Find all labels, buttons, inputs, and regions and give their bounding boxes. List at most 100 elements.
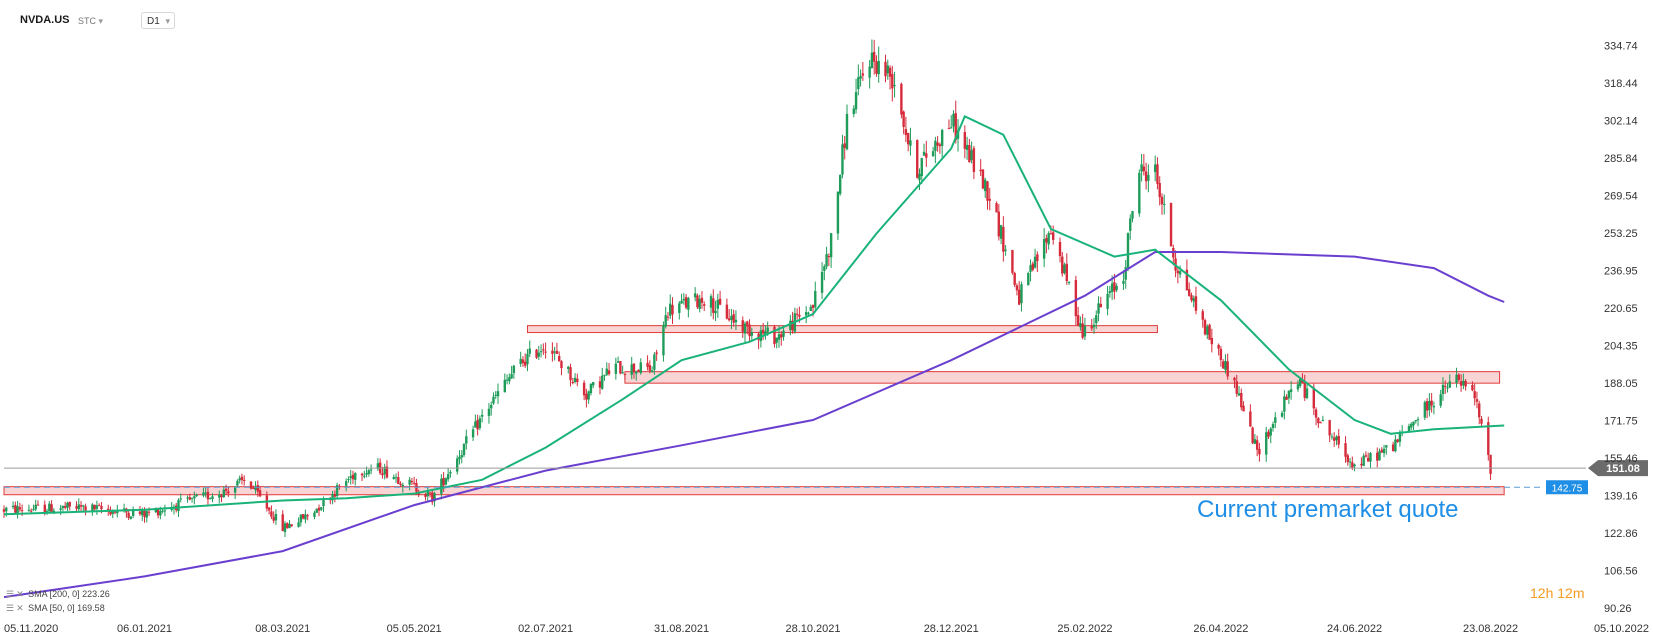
candle-body xyxy=(589,383,593,394)
candle-body xyxy=(209,498,212,500)
candle-body xyxy=(1169,202,1173,247)
candle-body xyxy=(1052,232,1055,240)
candle-body xyxy=(544,351,547,353)
candle-body xyxy=(875,61,878,74)
settings-icon[interactable]: ☰ xyxy=(6,603,15,613)
candle-body xyxy=(687,298,690,310)
candle-body xyxy=(648,365,652,371)
candle-body xyxy=(886,65,889,74)
candle-body xyxy=(1353,464,1356,467)
candle-body xyxy=(1364,455,1368,457)
candle-body xyxy=(777,334,781,340)
candle-body xyxy=(741,320,744,332)
y-tick-label: 236.95 xyxy=(1604,266,1638,278)
support-resistance-zone[interactable] xyxy=(3,486,1505,496)
candle-body xyxy=(77,504,80,510)
candle-body xyxy=(1156,164,1159,184)
candle-body xyxy=(621,372,624,374)
candle-body xyxy=(1462,380,1465,386)
candle-body xyxy=(838,175,842,194)
candle-body xyxy=(206,491,210,500)
quote-type-label[interactable]: STC ▾ xyxy=(78,16,103,27)
candle-body xyxy=(59,508,62,510)
candle-body xyxy=(1076,315,1080,326)
settings-icon[interactable]: ☰ xyxy=(6,589,15,599)
candle-body xyxy=(986,181,989,201)
candle-body xyxy=(1459,381,1463,386)
timeframe-select[interactable]: D1 ▾ xyxy=(141,12,175,29)
candle-body xyxy=(66,502,69,508)
indicator-legend-sma200[interactable]: ☰ ✕ SMA [200, 0] 223.26 xyxy=(6,589,110,600)
candle-body xyxy=(814,291,817,308)
candle-body xyxy=(773,326,776,345)
candle-body xyxy=(1394,439,1397,452)
candle-body xyxy=(1081,323,1084,338)
candle-body xyxy=(1126,233,1130,268)
candle-body xyxy=(950,127,953,129)
candle-body xyxy=(963,132,967,149)
candle-body xyxy=(335,485,339,496)
candle-body xyxy=(820,271,824,293)
candle-body xyxy=(669,303,672,316)
candle-body xyxy=(1124,267,1127,280)
candle-body xyxy=(1063,264,1066,274)
candle-body xyxy=(585,393,588,400)
candle-body xyxy=(143,510,146,517)
candle-body xyxy=(614,363,618,374)
candle-body xyxy=(1478,403,1481,418)
candle-body xyxy=(827,256,831,258)
candle-body xyxy=(458,456,461,460)
candle-body xyxy=(1144,171,1148,182)
symbol-label[interactable]: NVDA.US xyxy=(20,14,70,26)
candle-body xyxy=(161,510,164,512)
candle-body xyxy=(947,128,951,130)
candle-body xyxy=(313,512,316,517)
candle-body xyxy=(1441,384,1445,394)
candle-body xyxy=(662,325,665,356)
candle-body xyxy=(1131,211,1134,219)
candle-body xyxy=(159,511,162,516)
candle-body xyxy=(306,515,309,517)
candle-body xyxy=(29,510,33,512)
candle-body xyxy=(696,295,699,308)
indicator-legend-sma50[interactable]: ☰ ✕ SMA [50, 0] 169.58 xyxy=(6,603,105,614)
candle-body xyxy=(868,66,871,78)
support-resistance-zone[interactable] xyxy=(624,371,1501,384)
candle-body xyxy=(872,51,876,62)
candle-body xyxy=(1033,256,1037,268)
x-tick-label: 24.06.2022 xyxy=(1327,623,1382,635)
candle-body xyxy=(256,485,260,492)
candle-body xyxy=(680,300,683,304)
candle-body xyxy=(852,108,855,115)
candle-body xyxy=(392,477,395,479)
candle-body xyxy=(338,486,341,488)
candle-body xyxy=(700,297,704,303)
candle-body xyxy=(190,497,194,499)
candle-body xyxy=(433,493,436,502)
candle-body xyxy=(918,173,921,181)
candle-body xyxy=(471,429,475,438)
candle-body xyxy=(79,505,83,507)
candle-body xyxy=(218,494,221,498)
premarket-annotation: Current premarket quote xyxy=(1197,496,1459,523)
candle-body xyxy=(630,364,633,375)
candle-body xyxy=(1382,448,1386,454)
indicator-label: SMA [50, 0] 169.58 xyxy=(28,603,105,613)
close-icon[interactable]: ✕ xyxy=(16,603,24,613)
close-icon[interactable]: ✕ xyxy=(16,589,24,599)
candle-body xyxy=(288,523,291,528)
candle-body xyxy=(1090,326,1093,329)
candle-body xyxy=(138,511,142,515)
candle-body xyxy=(535,349,538,358)
candle-body xyxy=(904,129,908,136)
candle-body xyxy=(1045,238,1048,243)
candle-body xyxy=(61,505,65,508)
candle-body xyxy=(759,330,763,342)
candle-body xyxy=(666,316,670,318)
candle-body xyxy=(979,169,982,172)
support-resistance-zone[interactable] xyxy=(526,325,1158,334)
candle-body xyxy=(684,297,688,308)
candle-body xyxy=(75,506,78,509)
y-tick-label: 302.14 xyxy=(1604,116,1638,128)
